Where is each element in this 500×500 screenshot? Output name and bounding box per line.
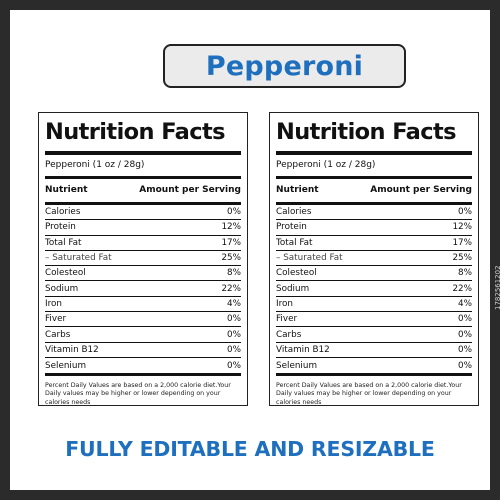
nutrient-value: 0% (227, 360, 241, 371)
daily-value-footnote: Percent Daily Values are based on a 2,00… (45, 382, 231, 406)
nutrient-name: Total Fat (45, 237, 82, 248)
nutrient-row: Vitamin B12 0% (276, 343, 472, 358)
nutrient-value: 0% (458, 207, 472, 218)
nutrient-value: 4% (458, 298, 472, 309)
nutrient-value: 4% (227, 298, 241, 309)
nutrient-row: Selenium 0% (45, 358, 241, 373)
nutrient-value: 25% (452, 253, 472, 264)
divider-medium (276, 202, 472, 205)
nutrient-row: – Saturated Fat 25% (45, 251, 241, 267)
divider-medium (276, 176, 472, 179)
nutrient-row: Total Fat 17% (45, 236, 241, 251)
nutrient-row: Selenium 0% (276, 358, 472, 373)
divider-medium (276, 373, 472, 377)
nutrient-name: Colesteol (45, 268, 86, 279)
nutrient-value: 0% (458, 329, 472, 340)
nutrient-value: 22% (452, 283, 472, 294)
nutrient-name: Fiver (45, 314, 67, 325)
nutrient-name: Total Fat (276, 237, 313, 248)
divider-thick (276, 151, 472, 155)
nutrient-row: Carbs 0% (276, 327, 472, 343)
nutrient-name: Iron (276, 298, 293, 309)
nutrient-column-header: Nutrient (45, 185, 88, 195)
nutrient-list: Calories 0% Protein 12% Total Fat 17% – Sat… (276, 205, 472, 373)
nutrient-row: Colesteol 8% (276, 266, 472, 282)
amount-column-header: Amount per Serving (370, 185, 472, 195)
nutrient-row: Colesteol 8% (45, 266, 241, 282)
column-header-row: Nutrient Amount per Serving (45, 183, 241, 198)
nutrition-facts-heading: Nutrition Facts (45, 119, 226, 145)
nutrient-row: Protein 12% (45, 220, 241, 236)
poster-frame: Pepperoni Nutrition Facts Pepperoni (1 o… (10, 10, 500, 490)
daily-value-footnote: Percent Daily Values are based on a 2,00… (276, 382, 462, 406)
nutrient-value: 22% (221, 283, 241, 294)
nutrient-name: Sodium (45, 283, 79, 294)
nutrient-name: Carbs (45, 329, 71, 340)
nutrient-row: Vitamin B12 0% (45, 343, 241, 358)
nutrient-value: 8% (227, 268, 241, 279)
nutrient-name: – Saturated Fat (45, 253, 112, 264)
nutrient-row: Iron 4% (276, 297, 472, 313)
nutrient-value: 0% (458, 344, 472, 355)
nutrient-value: 0% (458, 314, 472, 325)
nutrient-name: Fiver (276, 314, 298, 325)
nutrient-list: Calories 0% Protein 12% Total Fat 17% – Sat… (45, 205, 241, 373)
page-title: Pepperoni (205, 50, 364, 82)
divider-thick (45, 151, 241, 155)
nutrient-name: Vitamin B12 (276, 344, 330, 355)
nutrient-name: Colesteol (276, 268, 317, 279)
nutrient-name: Protein (276, 222, 307, 233)
nutrient-row: Sodium 22% (276, 281, 472, 297)
divider-medium (45, 373, 241, 377)
nutrient-row: Iron 4% (45, 297, 241, 313)
nutrient-name: Vitamin B12 (45, 344, 99, 355)
nutrient-name: – Saturated Fat (276, 253, 343, 264)
nutrient-row: Carbs 0% (45, 327, 241, 343)
nutrient-name: Protein (45, 222, 76, 233)
nutrient-row: Protein 12% (276, 220, 472, 236)
nutrient-value: 0% (227, 344, 241, 355)
nutrient-column-header: Nutrient (276, 185, 319, 195)
nutrient-name: Iron (45, 298, 62, 309)
nutrient-name: Sodium (276, 283, 310, 294)
amount-column-header: Amount per Serving (139, 185, 241, 195)
nutrient-value: 17% (452, 237, 472, 248)
nutrient-name: Selenium (45, 360, 87, 371)
nutrient-name: Selenium (276, 360, 318, 371)
divider-medium (45, 202, 241, 205)
nutrition-label-right: Nutrition Facts Pepperoni (1 oz / 28g) N… (269, 112, 479, 406)
tagline: FULLY EDITABLE AND RESIZABLE (65, 437, 435, 461)
nutrition-facts-heading: Nutrition Facts (276, 119, 457, 145)
nutrient-value: 0% (227, 207, 241, 218)
nutrient-value: 12% (221, 222, 241, 233)
nutrient-row: Total Fat 17% (276, 236, 472, 251)
nutrient-name: Calories (276, 207, 312, 218)
nutrient-value: 0% (227, 329, 241, 340)
nutrient-value: 17% (221, 237, 241, 248)
nutrient-value: 0% (227, 314, 241, 325)
title-banner: Pepperoni (163, 44, 406, 88)
nutrient-row: – Saturated Fat 25% (276, 251, 472, 267)
nutrient-value: 0% (458, 360, 472, 371)
nutrient-name: Calories (45, 207, 81, 218)
nutrition-label-left: Nutrition Facts Pepperoni (1 oz / 28g) N… (38, 112, 248, 406)
stock-id-watermark: 1782561202 (494, 265, 500, 310)
column-header-row: Nutrient Amount per Serving (276, 183, 472, 198)
nutrient-value: 25% (221, 253, 241, 264)
nutrient-name: Carbs (276, 329, 302, 340)
nutrient-row: Sodium 22% (45, 281, 241, 297)
nutrient-row: Calories 0% (45, 205, 241, 221)
nutrient-value: 12% (452, 222, 472, 233)
divider-medium (45, 176, 241, 179)
nutrient-row: Fiver 0% (276, 312, 472, 328)
serving-size: Pepperoni (1 oz / 28g) (45, 160, 145, 170)
nutrient-value: 8% (458, 268, 472, 279)
nutrient-row: Calories 0% (276, 205, 472, 221)
nutrient-row: Fiver 0% (45, 312, 241, 328)
serving-size: Pepperoni (1 oz / 28g) (276, 160, 376, 170)
